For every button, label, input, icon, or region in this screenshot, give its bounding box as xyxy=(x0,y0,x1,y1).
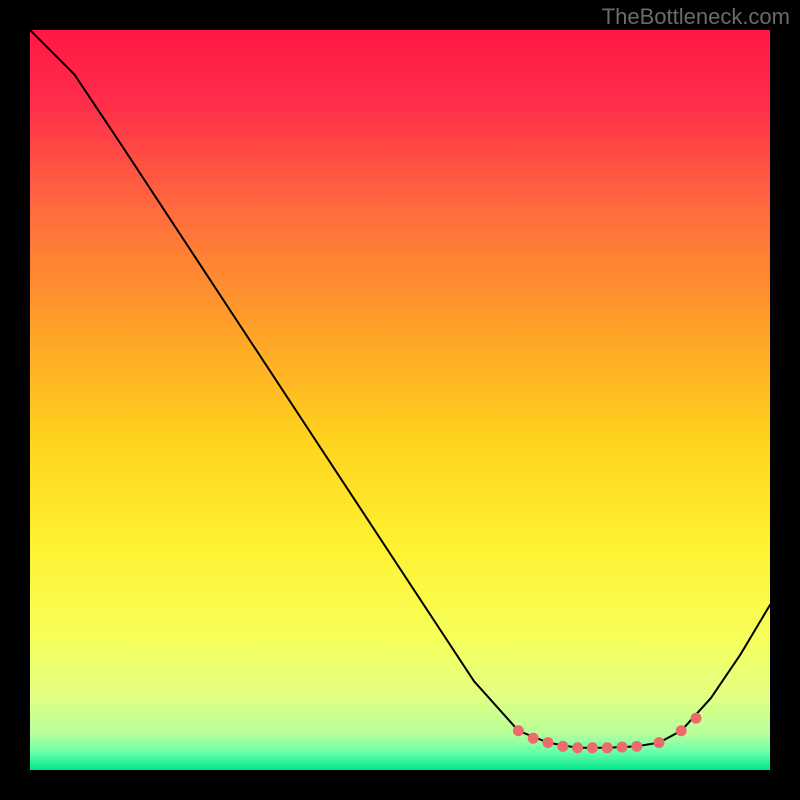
gradient-background xyxy=(30,30,770,770)
watermark-text: TheBottleneck.com xyxy=(602,4,790,30)
curve-marker xyxy=(528,733,538,743)
plot-svg xyxy=(30,30,770,770)
curve-marker xyxy=(617,742,627,752)
curve-marker xyxy=(573,743,583,753)
curve-marker xyxy=(558,741,568,751)
curve-marker xyxy=(654,738,664,748)
curve-marker xyxy=(587,743,597,753)
curve-marker xyxy=(632,741,642,751)
curve-marker xyxy=(676,726,686,736)
plot-area xyxy=(30,30,770,770)
curve-marker xyxy=(691,713,701,723)
chart-container: { "watermark": "TheBottleneck.com", "cha… xyxy=(0,0,800,800)
curve-marker xyxy=(602,743,612,753)
curve-marker xyxy=(543,738,553,748)
curve-marker xyxy=(513,726,523,736)
